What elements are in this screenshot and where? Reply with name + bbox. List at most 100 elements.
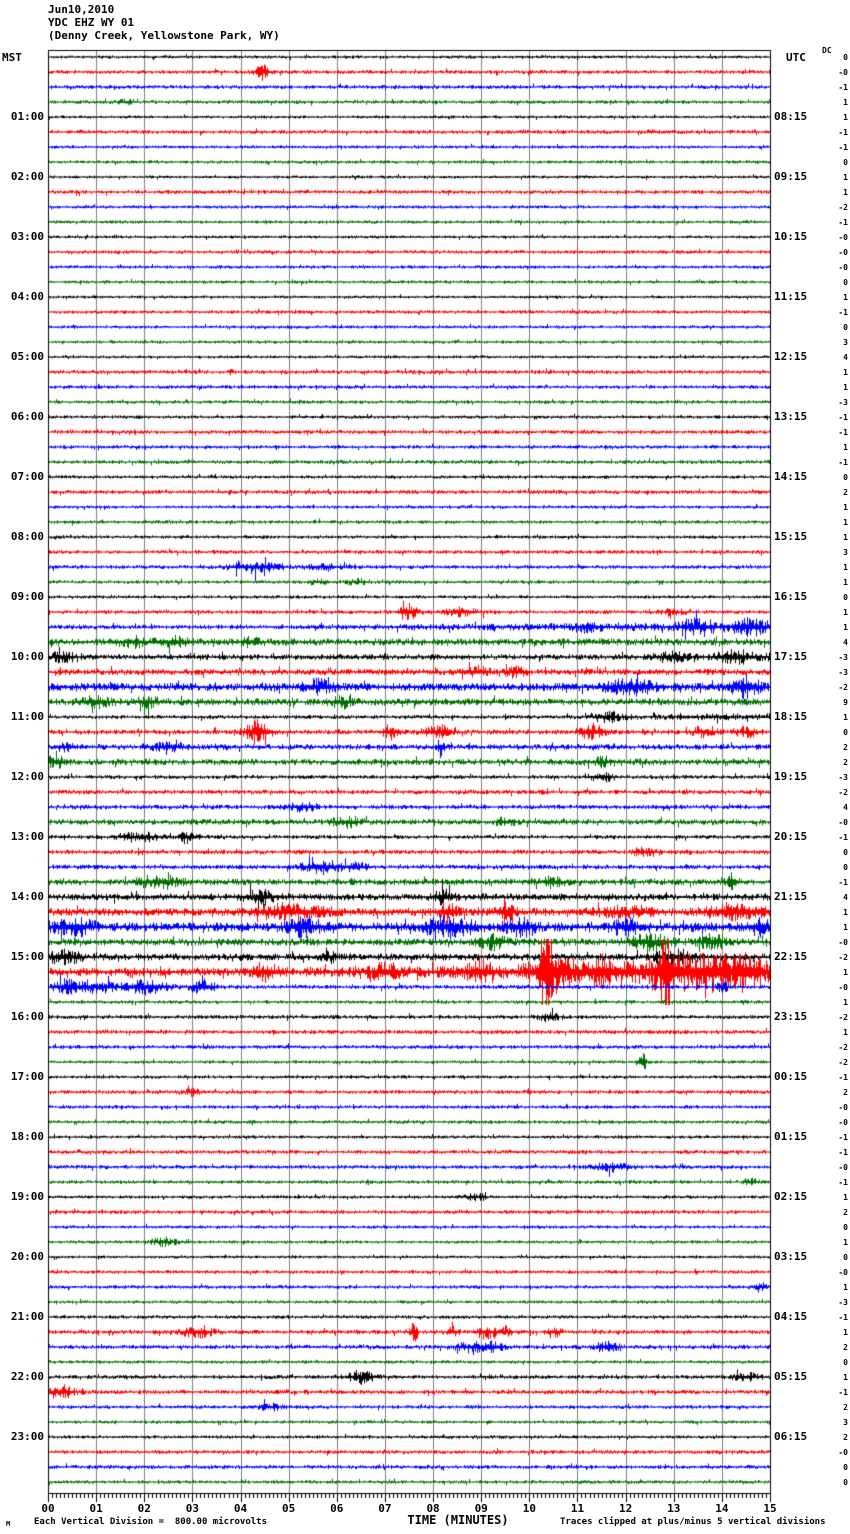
dc-offset-value: -3 — [838, 653, 848, 662]
hour-label-utc: 23:15 — [774, 1010, 808, 1023]
hour-label-utc: 17:15 — [774, 650, 808, 663]
hour-label-mst: 14:00 — [10, 890, 44, 903]
hour-label-utc: 11:15 — [774, 290, 808, 303]
hour-label-mst: 21:00 — [10, 1310, 44, 1323]
hour-label-mst: 15:00 — [10, 950, 44, 963]
hour-label-utc: 15:15 — [774, 530, 808, 543]
dc-offset-value: -1 — [838, 458, 848, 467]
dc-offset-value: 4 — [843, 638, 848, 647]
x-axis-tick-label: 09 — [474, 1502, 488, 1515]
dc-offset-value: -0 — [838, 818, 848, 827]
dc-offset-value: 3 — [843, 338, 848, 347]
dc-offset-value: 0 — [843, 1358, 848, 1367]
header-station-location: (Denny Creek, Yellowstone Park, WY) — [48, 29, 280, 42]
dc-offset-value: 1 — [843, 623, 848, 632]
hour-label-mst: 18:00 — [10, 1130, 44, 1143]
hour-label-utc: 13:15 — [774, 410, 808, 423]
hour-label-utc: 18:15 — [774, 710, 808, 723]
dc-offset-value: 9 — [843, 698, 848, 707]
dc-offset-value: -0 — [838, 263, 848, 272]
dc-offset-value: 2 — [843, 488, 848, 497]
dc-offset-value: -1 — [838, 1148, 848, 1157]
x-axis-tick-label: 05 — [282, 1502, 296, 1515]
dc-offset-value: -0 — [838, 248, 848, 257]
dc-offset-value: 0 — [843, 1253, 848, 1262]
hour-label-utc: 01:15 — [774, 1130, 808, 1143]
dc-offset-value: -3 — [838, 1298, 848, 1307]
dc-offset-value: 1 — [843, 533, 848, 542]
dc-column-title: DC — [822, 46, 832, 55]
x-axis-tick-label: 00 — [41, 1502, 55, 1515]
x-axis-tick-label: 11 — [570, 1502, 585, 1515]
dc-offset-value: 1 — [843, 1238, 848, 1247]
dc-offset-value: -2 — [838, 953, 848, 962]
dc-offset-value: -2 — [838, 1058, 848, 1067]
footer-scale-note: Each Vertical Division = 800.00 microvol… — [34, 1517, 267, 1527]
dc-offset-value: -1 — [838, 878, 848, 887]
dc-offset-value: -0 — [838, 938, 848, 947]
hour-label-mst: 10:00 — [10, 650, 44, 663]
footer-clip-note: Traces clipped at plus/minus 5 vertical … — [560, 1517, 826, 1527]
dc-offset-value: 2 — [843, 743, 848, 752]
dc-offset-value: -0 — [838, 233, 848, 242]
dc-offset-value: 3 — [843, 548, 848, 557]
hour-label-utc: 12:15 — [774, 350, 808, 363]
dc-offset-value: -0 — [838, 1163, 848, 1172]
hour-label-utc: 08:15 — [774, 110, 808, 123]
dc-offset-value: 0 — [843, 1463, 848, 1472]
dc-offset-value: -0 — [838, 1103, 848, 1112]
hour-label-mst: 05:00 — [10, 350, 44, 363]
dc-offset-value: -1 — [838, 1178, 848, 1187]
dc-offset-value: -1 — [838, 143, 848, 152]
x-axis-tick-label: 08 — [426, 1502, 440, 1515]
dc-offset-value: -0 — [838, 68, 848, 77]
hour-label-mst: 04:00 — [10, 290, 44, 303]
hour-label-utc: 10:15 — [774, 230, 808, 243]
dc-offset-value: -0 — [838, 1448, 848, 1457]
dc-offset-value: 1 — [843, 998, 848, 1007]
dc-offset-value: -0 — [838, 1268, 848, 1277]
dc-offset-value: 1 — [843, 713, 848, 722]
dc-offset-value: 1 — [843, 443, 848, 452]
dc-offset-value: 1 — [843, 173, 848, 182]
x-axis-tick-label: 07 — [378, 1502, 392, 1515]
dc-offset-value: 1 — [843, 518, 848, 527]
dc-offset-value: 1 — [843, 188, 848, 197]
left-axis-title-mst: MST — [2, 51, 22, 64]
dc-offset-value: -1 — [838, 1133, 848, 1142]
hour-label-utc: 16:15 — [774, 590, 808, 603]
hour-label-mst: 20:00 — [10, 1250, 44, 1263]
hour-label-utc: 09:15 — [774, 170, 808, 183]
dc-offset-value: 1 — [843, 1193, 848, 1202]
x-axis-tick-label: 03 — [185, 1502, 200, 1515]
dc-offset-value: -2 — [838, 1013, 848, 1022]
x-axis-tick-label: 04 — [233, 1502, 248, 1515]
dc-offset-value: 1 — [843, 1028, 848, 1037]
dc-offset-value: 2 — [843, 758, 848, 767]
dc-offset-value: -1 — [838, 1388, 848, 1397]
x-axis-tick-label: 10 — [522, 1502, 536, 1515]
hour-label-mst: 16:00 — [10, 1010, 44, 1023]
dc-offset-value: 1 — [843, 383, 848, 392]
hour-label-utc: 06:15 — [774, 1430, 808, 1443]
dc-offset-value: -2 — [838, 203, 848, 212]
dc-offset-value: -2 — [838, 788, 848, 797]
dc-offset-value: 1 — [843, 293, 848, 302]
dc-offset-value: -1 — [838, 128, 848, 137]
hour-label-mst: 23:00 — [10, 1430, 44, 1443]
dc-offset-value: 0 — [843, 158, 848, 167]
hour-label-utc: 21:15 — [774, 890, 808, 903]
dc-offset-value: 2 — [843, 1403, 848, 1412]
dc-offset-value: 1 — [843, 923, 848, 932]
dc-offset-value: 1 — [843, 98, 848, 107]
dc-offset-value: 0 — [843, 473, 848, 482]
dc-offset-value: 0 — [843, 323, 848, 332]
hour-label-mst: 07:00 — [10, 470, 44, 483]
dc-offset-value: 1 — [843, 563, 848, 572]
dc-offset-value: -1 — [838, 218, 848, 227]
dc-offset-value: -1 — [838, 308, 848, 317]
dc-offset-value: 0 — [843, 278, 848, 287]
dc-offset-value: 4 — [843, 353, 848, 362]
x-axis-tick-label: 15 — [763, 1502, 777, 1515]
